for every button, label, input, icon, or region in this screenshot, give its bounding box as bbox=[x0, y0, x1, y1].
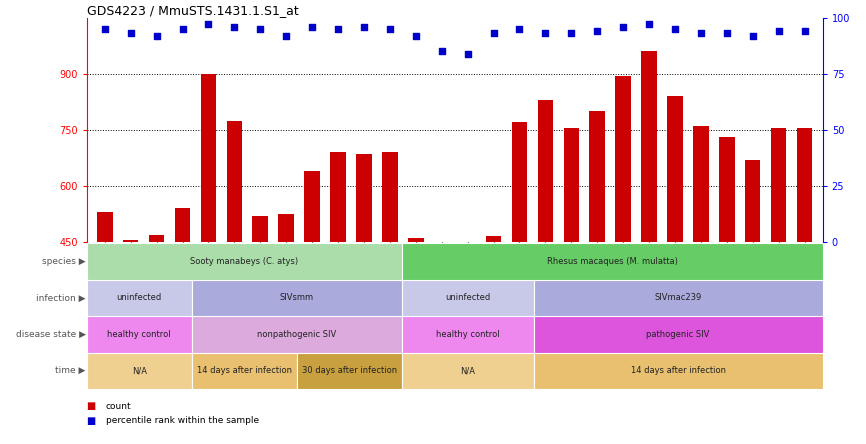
Bar bbox=[87, 316, 191, 353]
Point bbox=[305, 23, 319, 30]
Text: ■: ■ bbox=[87, 416, 96, 426]
Bar bbox=[87, 353, 191, 389]
Bar bbox=[533, 353, 823, 389]
Point bbox=[254, 25, 268, 32]
Point bbox=[668, 25, 682, 32]
Bar bbox=[486, 236, 501, 242]
Bar bbox=[533, 280, 823, 316]
Text: ■: ■ bbox=[87, 401, 96, 411]
Bar bbox=[402, 280, 533, 316]
Bar bbox=[693, 126, 708, 242]
Text: Sooty manabeys (C. atys): Sooty manabeys (C. atys) bbox=[191, 257, 299, 266]
Point bbox=[202, 21, 216, 28]
Point bbox=[409, 32, 423, 39]
Bar bbox=[191, 353, 297, 389]
Text: 14 days after infection: 14 days after infection bbox=[630, 366, 726, 375]
Bar bbox=[123, 240, 139, 242]
Bar bbox=[304, 171, 320, 242]
Point bbox=[383, 25, 397, 32]
Point bbox=[565, 30, 578, 37]
Bar bbox=[667, 96, 682, 242]
Text: infection ▶: infection ▶ bbox=[36, 293, 86, 302]
Point bbox=[487, 30, 501, 37]
Point bbox=[461, 50, 475, 57]
Bar bbox=[402, 243, 823, 280]
Text: SIVsmm: SIVsmm bbox=[280, 293, 314, 302]
Bar bbox=[227, 120, 242, 242]
Bar bbox=[330, 152, 346, 242]
Text: time ▶: time ▶ bbox=[55, 366, 86, 375]
Point bbox=[357, 23, 371, 30]
Point bbox=[228, 23, 242, 30]
Bar bbox=[641, 52, 656, 242]
Point bbox=[98, 25, 112, 32]
Bar bbox=[797, 128, 812, 242]
Point bbox=[150, 32, 164, 39]
Bar bbox=[278, 214, 294, 242]
Bar bbox=[719, 137, 734, 242]
Bar bbox=[149, 234, 165, 242]
Text: N/A: N/A bbox=[132, 366, 146, 375]
Point bbox=[694, 30, 708, 37]
Text: healthy control: healthy control bbox=[436, 330, 500, 339]
Bar bbox=[175, 208, 191, 242]
Bar bbox=[87, 243, 402, 280]
Bar bbox=[512, 123, 527, 242]
Bar bbox=[538, 100, 553, 242]
Point bbox=[331, 25, 345, 32]
Bar bbox=[87, 280, 191, 316]
Bar bbox=[297, 353, 402, 389]
Point bbox=[617, 23, 630, 30]
Text: healthy control: healthy control bbox=[107, 330, 171, 339]
Text: 14 days after infection: 14 days after infection bbox=[197, 366, 292, 375]
Text: count: count bbox=[106, 402, 132, 411]
Bar bbox=[408, 238, 423, 242]
Text: disease state ▶: disease state ▶ bbox=[16, 330, 86, 339]
Text: uninfected: uninfected bbox=[117, 293, 162, 302]
Point bbox=[591, 28, 604, 35]
Bar bbox=[590, 111, 605, 242]
Point bbox=[539, 30, 553, 37]
Point bbox=[642, 21, 656, 28]
Bar bbox=[402, 353, 533, 389]
Bar bbox=[616, 75, 631, 242]
Text: Rhesus macaques (M. mulatta): Rhesus macaques (M. mulatta) bbox=[547, 257, 678, 266]
Bar bbox=[771, 128, 786, 242]
Bar bbox=[356, 154, 372, 242]
Point bbox=[798, 28, 811, 35]
Bar bbox=[253, 216, 268, 242]
Bar bbox=[191, 280, 402, 316]
Text: percentile rank within the sample: percentile rank within the sample bbox=[106, 416, 259, 425]
Text: nonpathogenic SIV: nonpathogenic SIV bbox=[257, 330, 337, 339]
Point bbox=[513, 25, 527, 32]
Point bbox=[720, 30, 734, 37]
Bar bbox=[564, 128, 579, 242]
Text: species ▶: species ▶ bbox=[42, 257, 86, 266]
Bar bbox=[402, 316, 533, 353]
Point bbox=[772, 28, 785, 35]
Text: 30 days after infection: 30 days after infection bbox=[302, 366, 397, 375]
Bar bbox=[191, 316, 402, 353]
Point bbox=[176, 25, 190, 32]
Point bbox=[435, 48, 449, 55]
Text: GDS4223 / MmuSTS.1431.1.S1_at: GDS4223 / MmuSTS.1431.1.S1_at bbox=[87, 4, 299, 16]
Text: N/A: N/A bbox=[461, 366, 475, 375]
Text: uninfected: uninfected bbox=[445, 293, 490, 302]
Bar bbox=[745, 160, 760, 242]
Bar bbox=[201, 74, 216, 242]
Text: pathogenic SIV: pathogenic SIV bbox=[646, 330, 710, 339]
Bar bbox=[382, 152, 397, 242]
Point bbox=[746, 32, 759, 39]
Point bbox=[279, 32, 293, 39]
Point bbox=[124, 30, 138, 37]
Bar bbox=[533, 316, 823, 353]
Bar bbox=[97, 212, 113, 242]
Text: SIVmac239: SIVmac239 bbox=[655, 293, 701, 302]
